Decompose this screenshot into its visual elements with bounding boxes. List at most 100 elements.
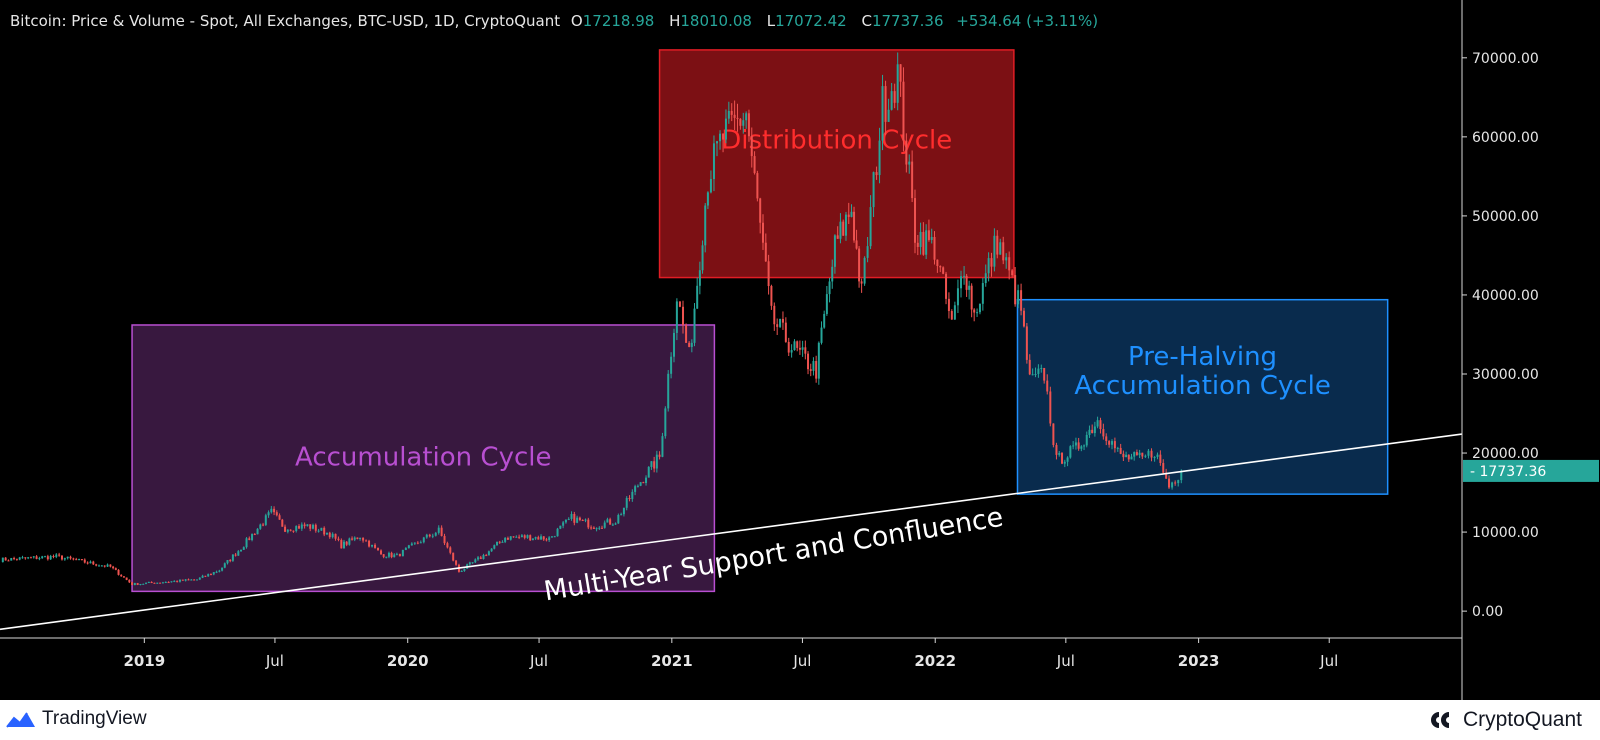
candle-body <box>72 558 75 560</box>
candle-body <box>664 408 667 437</box>
y-tick-label: 0.00 <box>1472 604 1503 620</box>
candle-body <box>136 583 139 585</box>
candle-body <box>437 527 440 533</box>
candle-body <box>209 574 212 576</box>
candle-body <box>531 538 534 541</box>
close-label: C <box>861 12 872 30</box>
candle-body <box>1031 374 1034 376</box>
candle-body <box>584 519 587 521</box>
candle-body <box>215 571 218 573</box>
candle-body <box>701 245 704 271</box>
candle-body <box>1108 441 1111 445</box>
candle-body <box>275 512 278 516</box>
candle-body <box>1025 326 1028 360</box>
candle-body <box>312 524 315 529</box>
cycle-label: Distribution Cycle <box>721 125 952 155</box>
candle-body <box>727 110 730 119</box>
candle-body <box>328 532 331 538</box>
candle-body <box>1162 462 1165 473</box>
x-tick-label: 2023 <box>1178 652 1220 670</box>
candle-body <box>993 235 996 267</box>
candle-body <box>365 540 368 542</box>
chart-title: Bitcoin: Price & Volume - Spot, All Exch… <box>10 12 561 30</box>
candle-body <box>29 557 32 559</box>
candle-body <box>553 536 556 538</box>
candle-body <box>314 524 317 531</box>
candle-body <box>779 318 782 327</box>
candle-body <box>362 537 365 541</box>
candle-body <box>1156 454 1159 457</box>
candle-body <box>1058 453 1061 455</box>
candle-body <box>133 583 136 585</box>
candle-body <box>919 231 922 247</box>
candle-body <box>770 286 773 306</box>
candle-body <box>804 347 807 354</box>
candle-body <box>1096 420 1099 427</box>
candle-body <box>781 318 784 323</box>
candle-body <box>587 519 590 528</box>
candle-body <box>231 554 234 561</box>
cycle-annotations: Accumulation Cycle Distribution Cycle Pre-… <box>131 49 1389 593</box>
candle-body <box>449 547 452 553</box>
candle-body <box>984 273 987 284</box>
high-label: H <box>669 12 681 30</box>
candle-body <box>1141 452 1144 457</box>
candle-body <box>1002 242 1005 261</box>
candle-body <box>860 281 863 284</box>
candle-body <box>556 528 559 537</box>
candle-body <box>773 305 776 325</box>
candle-body <box>262 524 265 526</box>
candle-body <box>501 541 504 543</box>
candle-body <box>828 281 831 295</box>
candle-body <box>267 512 270 516</box>
last-price-tag <box>1463 459 1599 482</box>
candle-body <box>331 533 334 538</box>
candle-body <box>106 564 109 567</box>
cycle-label: Accumulation Cycle <box>295 443 551 473</box>
candle-body <box>1017 290 1020 305</box>
candle-body <box>1130 456 1133 460</box>
candle-body <box>559 525 562 529</box>
candle-body <box>184 579 187 581</box>
candle-body <box>817 342 820 379</box>
y-tick-label: 60000.00 <box>1472 130 1539 146</box>
candle-body <box>875 172 878 176</box>
tradingview-logo-icon <box>6 712 35 728</box>
candle-body <box>1177 480 1180 484</box>
candle-body <box>46 556 49 560</box>
candle-body <box>468 562 471 565</box>
candle-body <box>839 221 842 239</box>
candle-body <box>460 570 463 572</box>
candle-body <box>847 214 850 217</box>
candle-body <box>446 543 449 548</box>
candle-body <box>844 214 847 236</box>
candle-body <box>334 533 337 539</box>
candle-body <box>1011 270 1014 276</box>
candle-body <box>4 557 7 561</box>
candle-body <box>576 517 579 523</box>
change-value: +534.64 (+3.11%) <box>956 12 1099 30</box>
candle-body <box>911 161 914 199</box>
y-tick-label: 50000.00 <box>1472 209 1539 225</box>
candle-body <box>66 556 69 559</box>
candle-body <box>178 579 181 582</box>
candle-body <box>289 529 292 531</box>
candle-body <box>440 527 443 536</box>
candle-body <box>767 261 770 287</box>
candle-body <box>690 342 693 347</box>
candle-body <box>573 513 576 523</box>
candle-body <box>404 548 407 550</box>
candle-body <box>642 482 645 484</box>
candle-body <box>193 579 196 581</box>
tradingview-brand[interactable]: TradingView <box>6 708 147 730</box>
candle-body <box>38 558 41 560</box>
candle-body <box>598 527 601 529</box>
candle-body <box>242 547 245 550</box>
candle-body <box>300 524 303 529</box>
candle-body <box>159 582 162 584</box>
candle-body <box>842 221 845 236</box>
candle-body <box>306 524 309 527</box>
candle-body <box>655 454 658 469</box>
candle-body <box>201 575 204 578</box>
